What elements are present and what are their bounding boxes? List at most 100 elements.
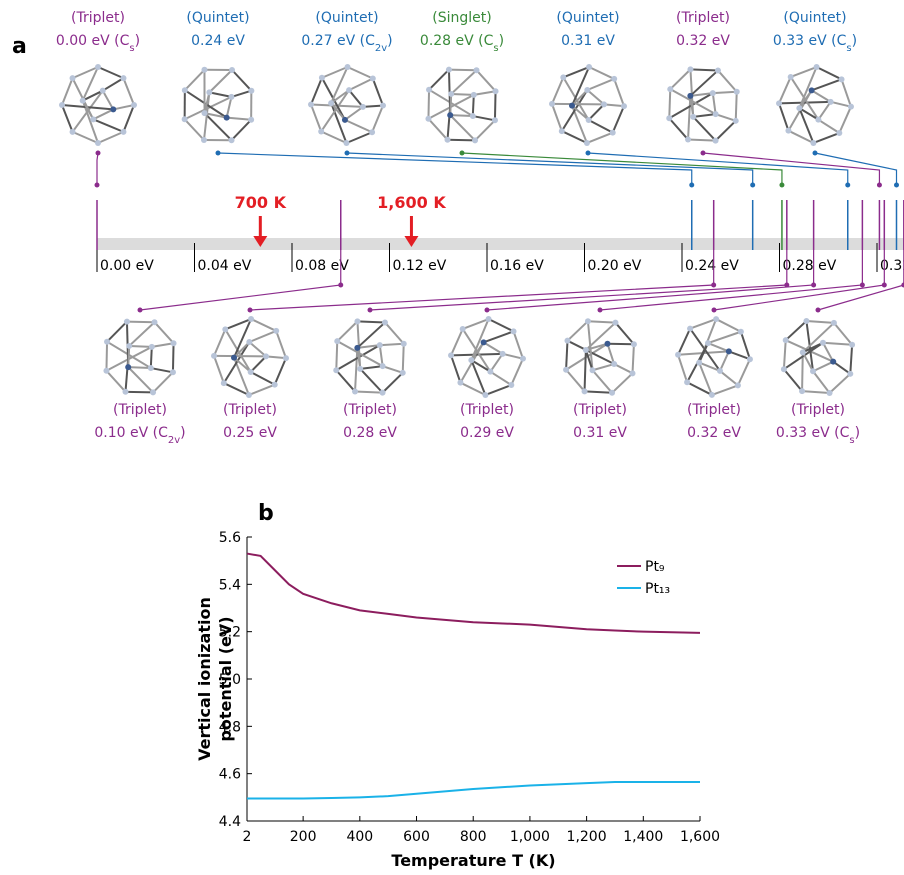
- cluster-atom: [472, 137, 478, 143]
- cluster-atom: [352, 389, 358, 395]
- cluster-bond: [670, 69, 690, 89]
- structure-label-part: 0.33 eV (C: [773, 33, 847, 49]
- structure-energy: 0.00 eV (Cs): [56, 33, 140, 54]
- cluster-bond: [103, 91, 114, 110]
- cluster-bond: [227, 97, 232, 118]
- cluster-bond: [612, 373, 632, 392]
- cluster-atom: [733, 118, 739, 124]
- cluster-bond: [155, 322, 174, 343]
- cluster-atom: [839, 76, 845, 82]
- cluster-bond: [106, 342, 107, 371]
- cluster-atom: [120, 75, 126, 81]
- structure-label-part: 0.32 eV: [687, 425, 741, 441]
- energy-bar: [97, 238, 904, 250]
- structure-label-part: ): [387, 33, 392, 49]
- cluster-atom: [370, 76, 376, 82]
- cluster-bond: [428, 119, 447, 140]
- cluster-bond: [251, 356, 266, 372]
- cluster-bond: [490, 372, 511, 385]
- structure-spin: (Quintet): [783, 10, 846, 26]
- cluster-atom: [401, 341, 407, 347]
- cluster-bond: [615, 323, 633, 345]
- cluster-atom: [559, 128, 565, 134]
- cluster-atom: [563, 367, 569, 373]
- cluster-atom: [738, 329, 744, 335]
- cluster-atom: [800, 349, 806, 355]
- cluster-atom: [343, 140, 349, 146]
- cluster-bond: [311, 78, 322, 105]
- structure-energy: 0.31 eV: [573, 425, 627, 441]
- cluster-atom: [228, 94, 234, 100]
- cluster-bond: [450, 115, 473, 116]
- cluster-atom: [342, 117, 348, 123]
- structure-label-part: 0.29 eV: [460, 425, 514, 441]
- cluster-atom: [827, 390, 833, 396]
- energy-tick-label: 0.20 eV: [588, 258, 642, 274]
- cluster-atom: [549, 101, 555, 107]
- cluster-atom: [710, 90, 716, 96]
- x-tick-label: 1,200: [567, 829, 607, 845]
- cluster-bond: [451, 94, 474, 95]
- cluster-atom: [222, 326, 228, 332]
- cluster-atom: [446, 67, 452, 73]
- cluster-bond: [275, 358, 286, 385]
- cluster-atom: [333, 367, 339, 373]
- cluster-bond: [450, 115, 475, 140]
- y-tick-label: 5.4: [219, 577, 241, 593]
- cluster-atom: [283, 355, 289, 361]
- cluster-atom: [59, 102, 65, 108]
- cluster-bond: [383, 366, 403, 373]
- cluster-atom: [709, 392, 715, 398]
- connector-dot: [345, 151, 350, 156]
- x-tick-label: 600: [403, 829, 430, 845]
- cluster-bond: [587, 79, 614, 90]
- cluster-atom: [621, 103, 627, 109]
- cluster-bond: [678, 355, 687, 382]
- structure-label-part: 2v: [168, 435, 180, 446]
- structure-label-part: 0.31 eV: [561, 33, 615, 49]
- cluster-structure: [666, 66, 739, 143]
- cluster-atom: [90, 116, 96, 122]
- connector-dot: [96, 151, 101, 156]
- cluster-atom: [369, 129, 375, 135]
- structure-energy: 0.33 eV (Cs): [773, 33, 857, 54]
- cluster-atom: [687, 326, 693, 332]
- cluster-bond: [429, 70, 449, 90]
- cluster-bond: [716, 121, 736, 141]
- x-tick-label: 200: [290, 829, 317, 845]
- structure-label-part: ): [180, 425, 185, 441]
- cluster-bond: [214, 329, 225, 356]
- cluster-bond: [93, 119, 123, 132]
- cluster-atom: [713, 138, 719, 144]
- cluster-atom: [150, 389, 156, 395]
- cluster-atom: [380, 390, 386, 396]
- structure-label-part: ): [852, 33, 857, 49]
- cluster-atom: [836, 130, 842, 136]
- structure-energy: 0.28 eV: [343, 425, 397, 441]
- cluster-bond: [833, 362, 850, 374]
- connector-dot: [485, 308, 490, 313]
- cluster-bond: [823, 343, 852, 345]
- cluster-atom: [585, 318, 591, 324]
- cluster-atom: [815, 117, 821, 123]
- cluster-atom: [687, 66, 693, 72]
- cluster-bond: [251, 319, 276, 331]
- temperature-marker-label: 700 K: [235, 193, 287, 212]
- cluster-bond: [107, 322, 127, 342]
- cluster-atom: [849, 342, 855, 348]
- structure-energy: 0.24 eV: [191, 33, 245, 49]
- cluster-bond: [450, 94, 451, 115]
- cluster-atom: [308, 101, 314, 107]
- structure-spin: (Triplet): [223, 402, 277, 418]
- cluster-atom: [224, 115, 230, 121]
- cluster-bond: [713, 92, 737, 93]
- cluster-bond: [818, 102, 830, 120]
- connector-dot: [882, 283, 887, 288]
- cluster-atom: [604, 341, 610, 347]
- cluster-structure: [103, 319, 176, 396]
- cluster-atom: [630, 370, 636, 376]
- cluster-bond: [336, 341, 337, 370]
- cluster-bond: [214, 356, 224, 383]
- cluster-bond: [589, 120, 613, 133]
- cluster-bond: [850, 345, 852, 374]
